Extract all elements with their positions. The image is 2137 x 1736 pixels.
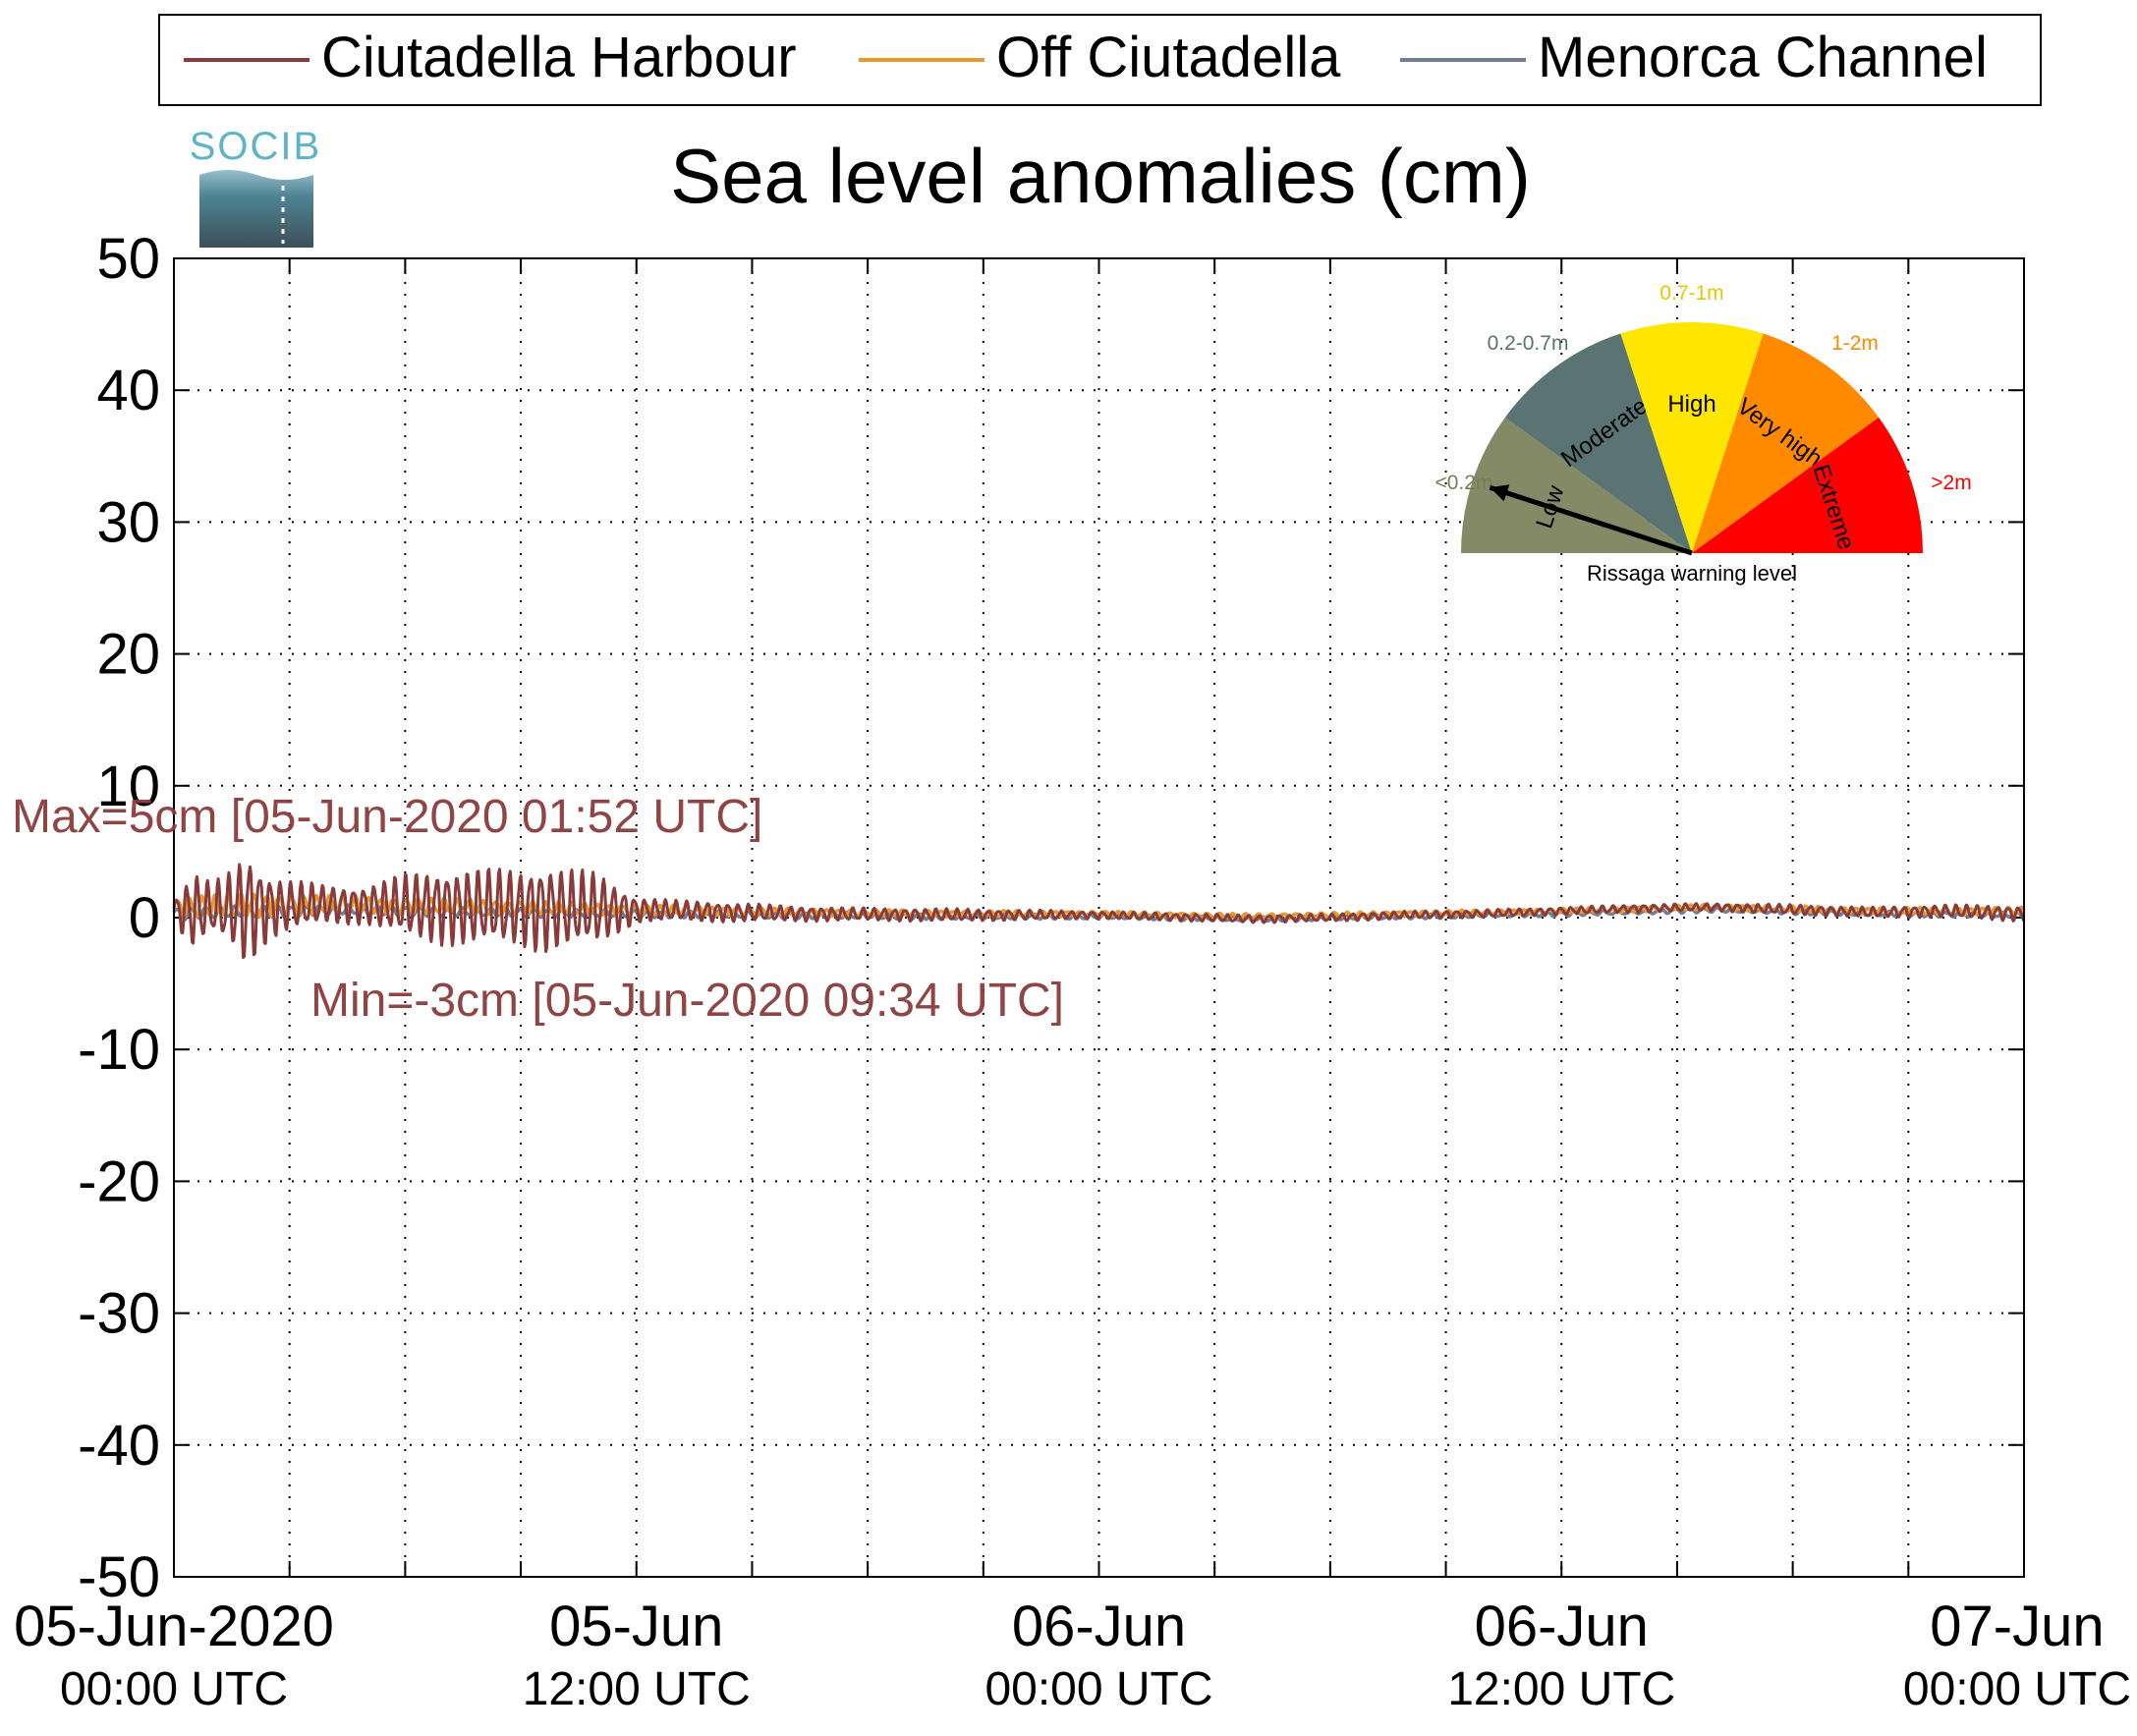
gauge-segment-extreme bbox=[1692, 417, 1923, 553]
x-tick-label-date: 06-Jun bbox=[1475, 1595, 1649, 1658]
y-tick-label: 10 bbox=[96, 755, 160, 818]
y-tick-label: 40 bbox=[96, 359, 160, 422]
logo-wave-crest bbox=[199, 167, 313, 180]
legend-item-menorca-channel: Menorca Channel bbox=[1400, 26, 1988, 89]
gauge-range-low: <0.2m bbox=[1435, 472, 1493, 494]
x-tick-label-date: 07-Jun bbox=[1930, 1595, 2104, 1658]
y-tick-label: -30 bbox=[78, 1282, 160, 1346]
legend-label-off-ciutadella: Off Ciutadella bbox=[996, 26, 1341, 89]
gauge-range-high: 0.7-1m bbox=[1659, 282, 1723, 305]
x-tick-label-date: 05-Jun bbox=[549, 1595, 723, 1658]
legend-label-ciutadella-harbour: Ciutadella Harbour bbox=[321, 26, 797, 89]
y-tick-label: -10 bbox=[78, 1018, 160, 1082]
x-tick-label-time: 00:00 UTC bbox=[60, 1663, 288, 1715]
min-annotation: Min=-3cm [05-Jun-2020 09:34 UTC] bbox=[310, 975, 1064, 1027]
x-tick-label-time: 00:00 UTC bbox=[984, 1663, 1212, 1715]
gauge-needle-head bbox=[1490, 484, 1510, 502]
x-tick-label-date: 06-Jun bbox=[1012, 1595, 1186, 1658]
logo-text: SOCIB bbox=[190, 125, 321, 168]
gauge-label-high: High bbox=[1667, 391, 1715, 418]
gauge-needle bbox=[1489, 484, 1693, 556]
gauge-segment-moderate bbox=[1504, 333, 1692, 553]
series-line-ciutadella-harbour bbox=[172, 863, 2026, 959]
y-tick-label: 20 bbox=[96, 623, 160, 687]
legend-box bbox=[158, 14, 2042, 106]
gauge-segment-very-high bbox=[1692, 333, 1880, 553]
x-tick-label-time: 12:00 UTC bbox=[523, 1663, 751, 1715]
legend-item-ciutadella-harbour: Ciutadella Harbour bbox=[184, 26, 797, 89]
gauge-segment-low bbox=[1461, 417, 1692, 553]
y-tick-label: -20 bbox=[78, 1149, 160, 1213]
legend-item-off-ciutadella: Off Ciutadella bbox=[859, 26, 1341, 89]
y-tick-label: 0 bbox=[129, 886, 160, 950]
max-annotation: Max=5cm [05-Jun-2020 01:52 UTC] bbox=[12, 791, 762, 843]
x-tick-label-time: 00:00 UTC bbox=[1903, 1663, 2131, 1715]
x-tick-label-time: 12:00 UTC bbox=[1447, 1663, 1675, 1715]
y-tick-label: 50 bbox=[96, 227, 160, 291]
series-lines bbox=[172, 863, 2026, 959]
socib-logo: SOCIB bbox=[190, 125, 321, 248]
legend: Ciutadella Harbour Off Ciutadella Menorc… bbox=[158, 14, 2042, 106]
legend-label-menorca-channel: Menorca Channel bbox=[1538, 26, 1988, 89]
gauge-range-extreme: >2m bbox=[1931, 472, 1971, 494]
logo-wave bbox=[199, 167, 313, 248]
y-tick-label: 30 bbox=[96, 490, 160, 554]
y-axis-tick-labels: 50 40 30 20 10 0 -10 -20 -30 -40 -50 bbox=[78, 227, 160, 1609]
gauge-range-moderate: 0.2-0.7m bbox=[1488, 332, 1569, 355]
gauge-range-very-high: 1-2m bbox=[1831, 332, 1879, 355]
plot-frame bbox=[173, 257, 2025, 1578]
gauge-segment-high bbox=[1620, 322, 1764, 553]
y-tick-label: -40 bbox=[78, 1414, 160, 1478]
chart-title: Sea level anomalies (cm) bbox=[670, 133, 1531, 219]
gauge-caption: Rissaga warning level bbox=[1587, 561, 1797, 586]
x-tick-label-date: 05-Jun-2020 bbox=[14, 1595, 334, 1658]
y-tick-label: -50 bbox=[78, 1545, 160, 1609]
